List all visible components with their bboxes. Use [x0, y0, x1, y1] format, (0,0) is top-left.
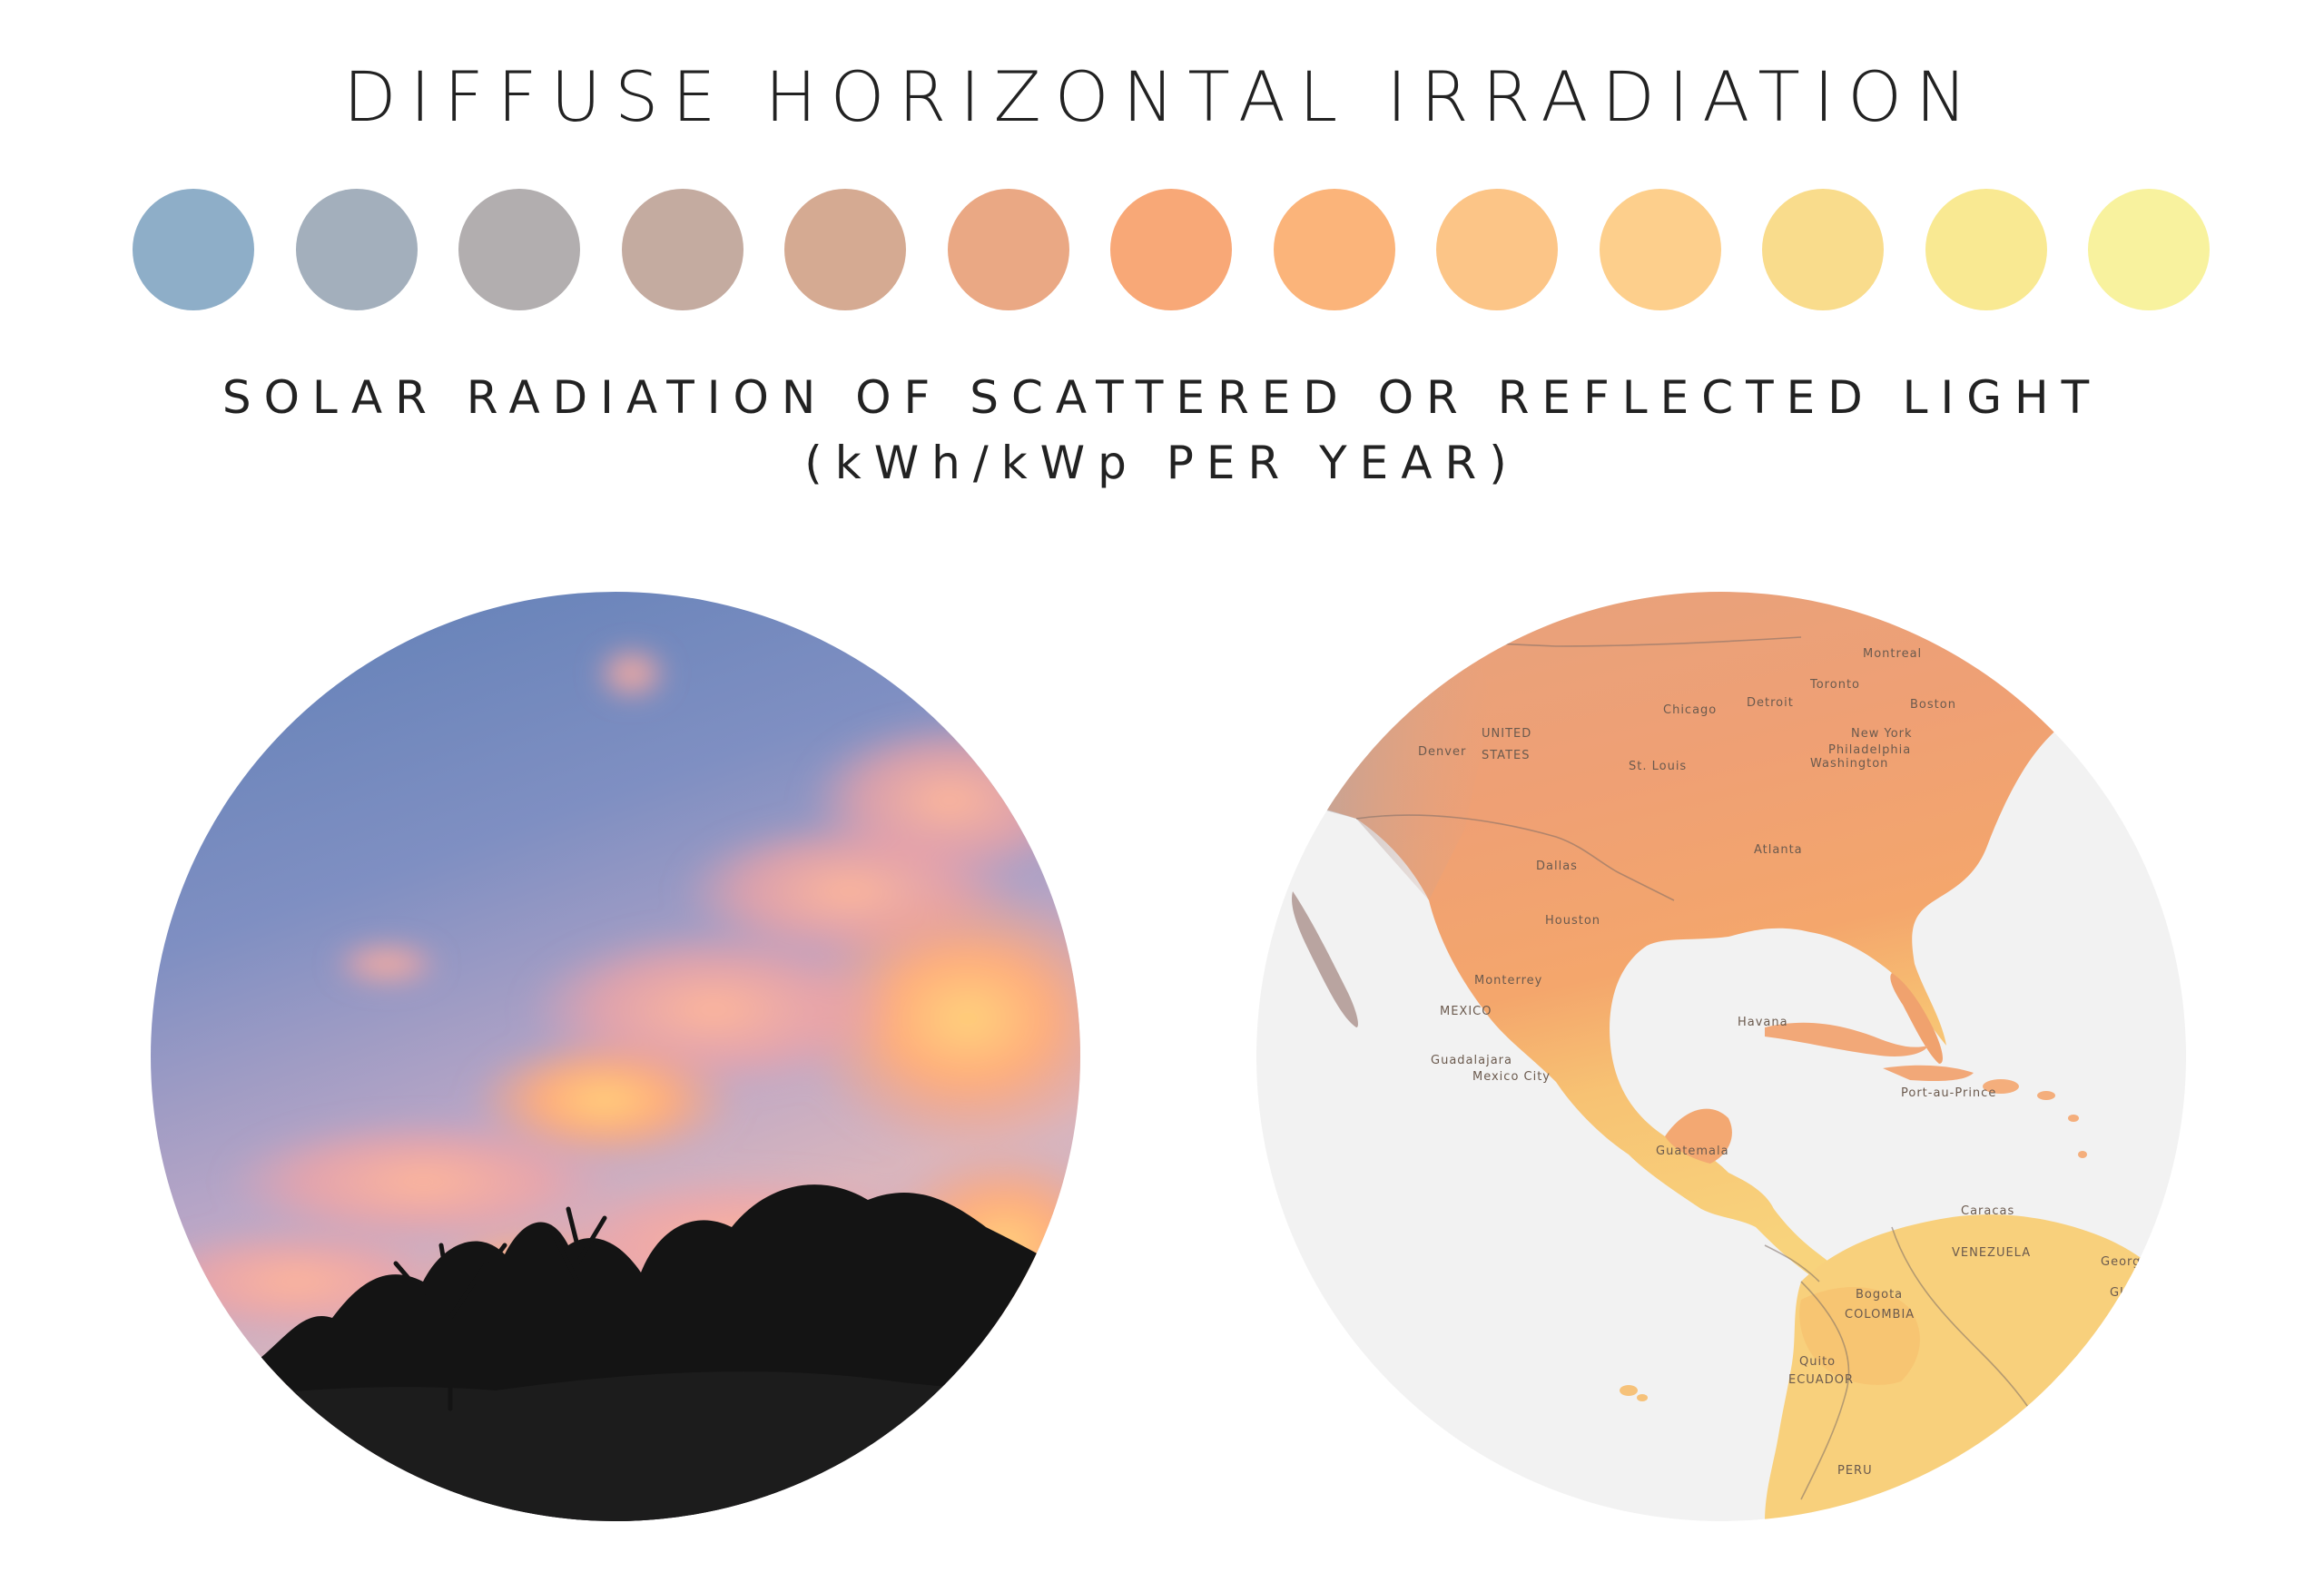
map-label-montreal: Montreal	[1863, 647, 1922, 661]
map-label-guadalajara: Guadalajara	[1431, 1054, 1512, 1067]
color-swatch-3	[458, 189, 580, 310]
page-title: DIFFUSE HORIZONTAL IRRADIATION	[343, 56, 1981, 137]
map-label-guatemala: Guatemala	[1656, 1145, 1729, 1158]
map-label-mexico-city: Mexico City	[1472, 1070, 1551, 1084]
caption-line-1: SOLAR RADIATION OF SCATTERED OR REFLECTE…	[222, 371, 2102, 424]
map-label-colombia: COLOMBIA	[1845, 1308, 1915, 1322]
color-swatch-8	[1274, 189, 1395, 310]
map-label-detroit: Detroit	[1747, 696, 1794, 710]
map-label-venezuela: VENEZUELA	[1952, 1246, 2031, 1260]
map-label-caracas: Caracas	[1961, 1204, 2014, 1218]
map-label-havana: Havana	[1738, 1016, 1788, 1029]
color-swatch-12	[1925, 189, 2047, 310]
map-label-denver: Denver	[1418, 745, 1466, 759]
caption-line-2: (kWh/kWp PER YEAR)	[804, 437, 1520, 489]
map-label-peru: PERU	[1837, 1464, 1873, 1478]
map-label-bogota: Bogota	[1856, 1288, 1903, 1302]
map-label-chicago: Chicago	[1663, 703, 1717, 717]
color-swatch-2	[296, 189, 418, 310]
map-label-monterrey: Monterrey	[1474, 974, 1542, 988]
color-scale	[0, 189, 2324, 310]
map-label-states: STATES	[1482, 749, 1530, 762]
map-label-new-york: New York	[1851, 727, 1913, 741]
map-label-guyana: GUYANA	[2110, 1286, 2164, 1300]
map-label-ecuador: ECUADOR	[1788, 1373, 1854, 1387]
color-swatch-10	[1600, 189, 1721, 310]
sunset-sky-photo	[151, 592, 1080, 1521]
color-swatch-6	[948, 189, 1069, 310]
color-swatch-9	[1436, 189, 1558, 310]
map-label-toronto: Toronto	[1809, 678, 1860, 692]
color-swatch-11	[1762, 189, 1884, 310]
map-label-quito: Quito	[1799, 1355, 1836, 1369]
color-swatch-1	[133, 189, 254, 310]
map-label-houston: Houston	[1545, 914, 1600, 928]
map-label-dallas: Dallas	[1536, 860, 1578, 873]
map-label-washington: Washington	[1810, 757, 1888, 771]
map-label-boston: Boston	[1910, 698, 1956, 712]
scale-caption: SOLAR RADIATION OF SCATTERED OR REFLECTE…	[0, 365, 2324, 496]
irradiation-map: Montreal Toronto Boston Detroit Chicago …	[1256, 592, 2186, 1521]
map-label-port-au-prince: Port-au-Prince	[1901, 1086, 1996, 1100]
map-label-united: UNITED	[1482, 727, 1531, 741]
map-label-philadelphia: Philadelphia	[1828, 743, 1911, 757]
map-label-atlanta: Atlanta	[1754, 843, 1803, 857]
map-label-mexico: MEXICO	[1440, 1005, 1492, 1018]
color-swatch-13	[2088, 189, 2210, 310]
map-label-st-louis: St. Louis	[1629, 760, 1687, 773]
color-swatch-4	[622, 189, 743, 310]
color-swatch-7	[1110, 189, 1232, 310]
map-label-georgetown: Georgetown	[2101, 1255, 2181, 1269]
color-swatch-5	[784, 189, 906, 310]
